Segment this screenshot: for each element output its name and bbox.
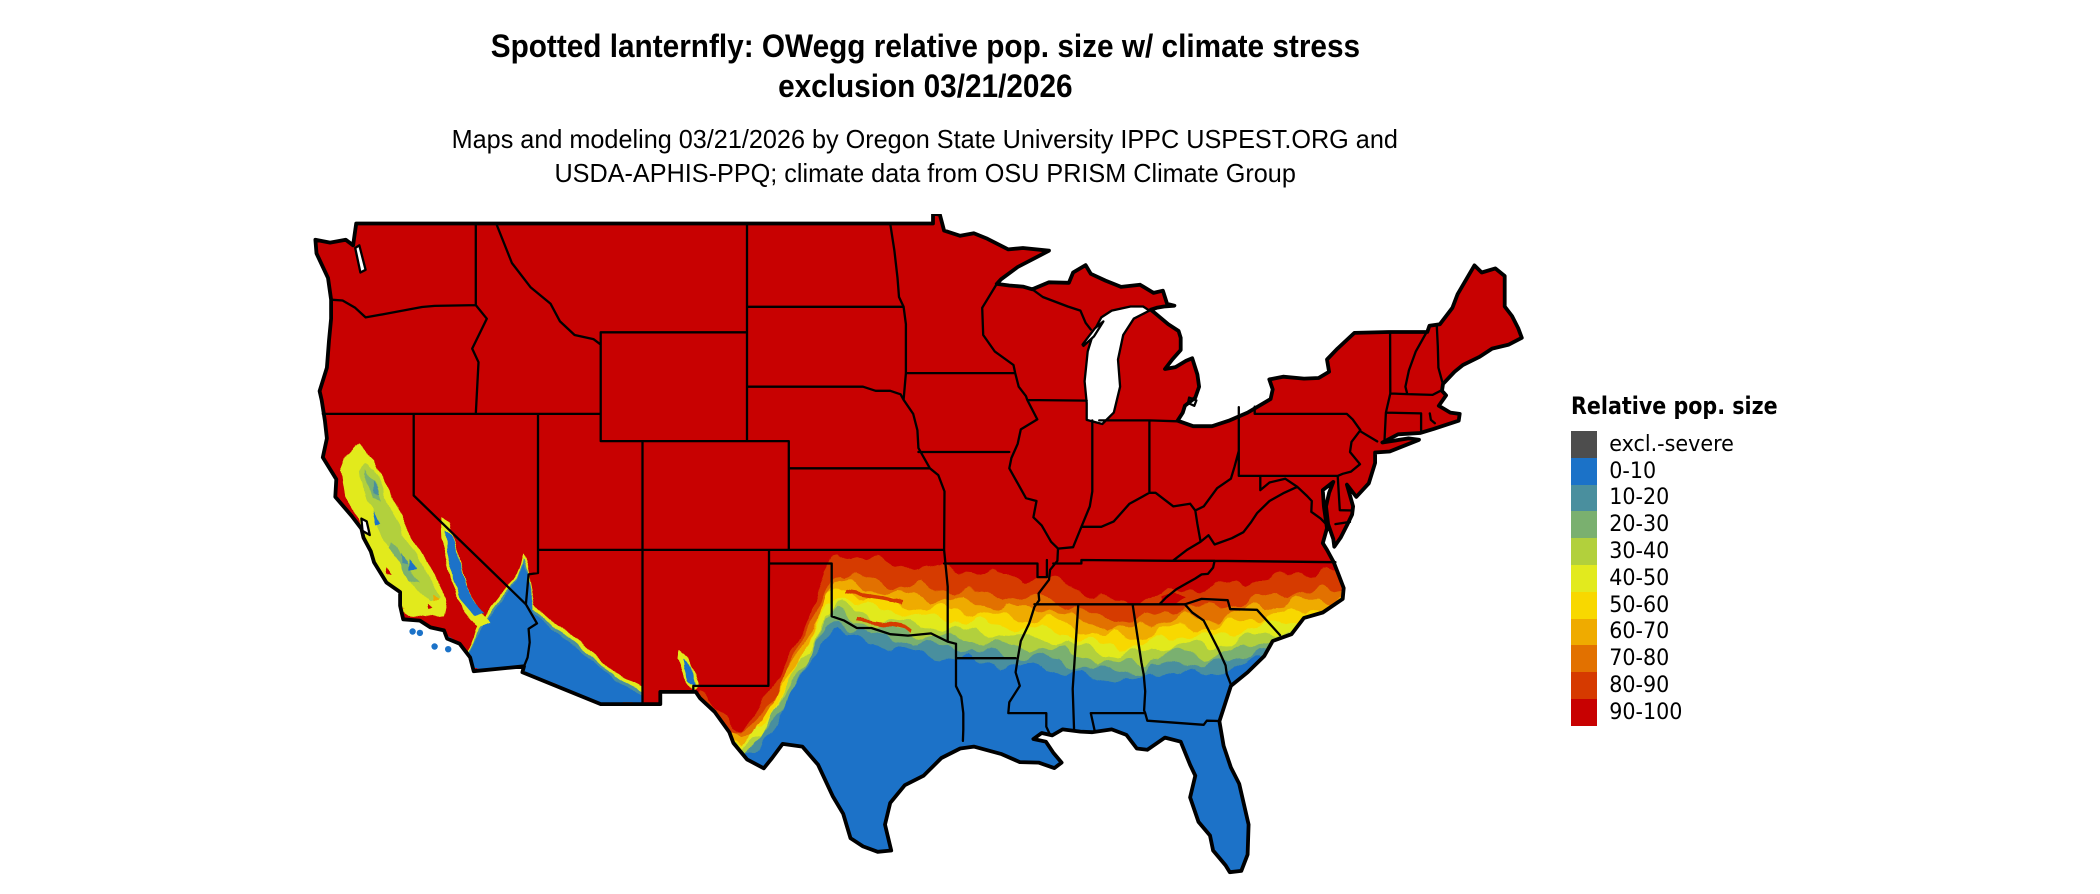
- channel-island: [409, 628, 416, 635]
- legend-swatch: [1571, 538, 1597, 565]
- legend-swatch: [1571, 618, 1597, 646]
- legend-row: excl.-severe: [1571, 431, 1811, 458]
- legend-swatch: [1571, 672, 1597, 699]
- legend-label: 0-10: [1609, 458, 1657, 484]
- legend: Relative pop. size excl.-severe 0-10 10-20…: [1571, 392, 1811, 726]
- puget-sound: [354, 244, 367, 274]
- legend-label: 10-20: [1609, 485, 1670, 511]
- owens-blue: [446, 530, 485, 617]
- legend-label: 50-60: [1609, 592, 1670, 618]
- legend-label: 30-40: [1609, 539, 1670, 565]
- legend-row: 70-80: [1571, 645, 1811, 673]
- lake-michigan: [1083, 305, 1151, 426]
- legend-row: 10-20: [1571, 484, 1811, 512]
- legend-label: 60-70: [1609, 619, 1670, 645]
- map-title-line2: exclusion 03/21/2026: [777, 68, 1073, 104]
- legend-label: excl.-severe: [1609, 431, 1734, 457]
- red-river-streak-2: [856, 617, 912, 633]
- state-borders: [321, 222, 1445, 743]
- appalachia-red: [1159, 592, 1185, 606]
- valley-teal-1: [372, 480, 380, 495]
- valley-teal-2: [400, 551, 409, 565]
- map-title: Spotted lanternfly: OWegg relative pop. …: [305, 26, 1545, 106]
- valley-blue-2: [408, 559, 417, 571]
- elpaso-blue: [683, 658, 696, 688]
- us-outline: [313, 214, 1524, 875]
- us-choropleth-map: [305, 214, 1545, 894]
- legend-label: 90-100: [1609, 699, 1683, 725]
- legend-swatch: [1571, 457, 1597, 485]
- header: Spotted lanternfly: OWegg relative pop. …: [305, 26, 1545, 190]
- valley-blue-1: [372, 511, 382, 525]
- legend-swatch: [1571, 698, 1597, 726]
- legend-label: 40-50: [1609, 565, 1670, 591]
- map-subtitle-line1: Maps and modeling 03/21/2026 by Oregon S…: [451, 124, 1399, 154]
- legend-swatch: [1571, 564, 1597, 592]
- map-subtitle-line2: USDA-APHIS-PPQ; climate data from OSU PR…: [554, 158, 1296, 188]
- legend-label: 80-90: [1609, 673, 1670, 699]
- valley-red-1: [385, 567, 393, 576]
- legend-row: 50-60: [1571, 591, 1811, 619]
- legend-title: Relative pop. size: [1571, 392, 1778, 420]
- valley-red-2: [427, 605, 434, 612]
- legend-swatch: [1571, 484, 1597, 512]
- legend-row: 0-10: [1571, 457, 1811, 485]
- channel-island: [416, 629, 424, 637]
- legend-swatch: [1571, 591, 1597, 619]
- legend-row: 80-90: [1571, 672, 1811, 699]
- legend-row: 40-50: [1571, 564, 1811, 592]
- band-80-90: [674, 554, 1365, 737]
- legend-row: 60-70: [1571, 618, 1811, 646]
- legend-swatch: [1571, 511, 1597, 539]
- legend-label: 20-30: [1609, 512, 1670, 538]
- legend-row: 30-40: [1571, 538, 1811, 565]
- legend-swatch: [1571, 645, 1597, 673]
- legend-swatch: [1571, 431, 1597, 458]
- channel-island: [431, 643, 438, 650]
- band-40-50: [674, 600, 1365, 753]
- valley-yellowgreen: [361, 462, 441, 603]
- band-60-70: [674, 578, 1365, 750]
- legend-row: 90-100: [1571, 698, 1811, 726]
- channel-island: [445, 646, 452, 653]
- legend-rows: excl.-severe 0-10 10-20 20-30 30-40 40-50 50-6…: [1571, 431, 1811, 726]
- map-title-line1: Spotted lanternfly: OWegg relative pop. …: [490, 28, 1360, 64]
- band-30-40: [674, 602, 1365, 762]
- legend-label: 70-80: [1609, 646, 1670, 672]
- us-map-svg: [313, 214, 1524, 875]
- map-subtitle: Maps and modeling 03/21/2026 by Oregon S…: [305, 122, 1545, 190]
- valley-orange-2: [432, 594, 440, 603]
- red-river-streak-1: [845, 590, 906, 605]
- legend-row: 20-30: [1571, 511, 1811, 539]
- green-bay: [1081, 320, 1105, 348]
